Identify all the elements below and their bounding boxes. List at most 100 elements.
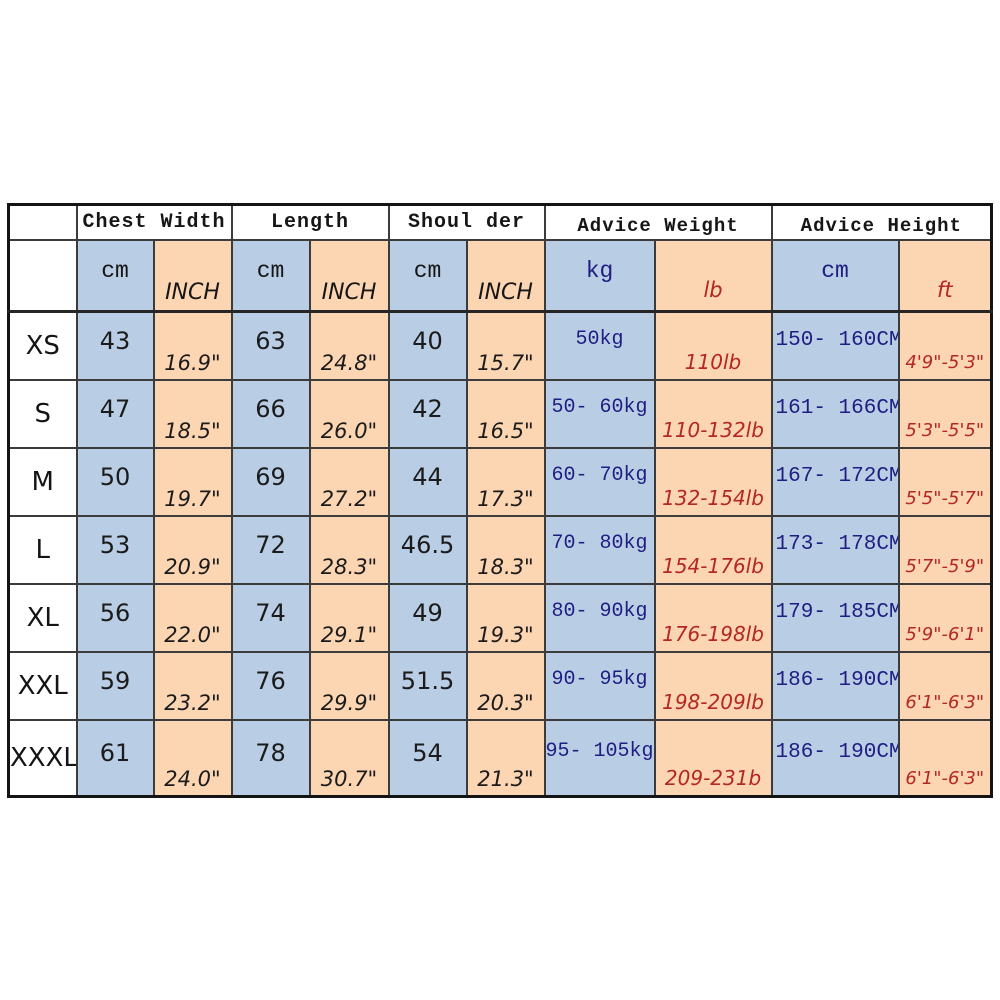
cell-m-length-cm: 69 <box>230 446 311 517</box>
cell-xxl-weight-kg: 90- 95kg <box>543 650 656 721</box>
unit-weight-lb: lb <box>653 238 773 313</box>
cell-xl-chest-inch: 22.0" <box>152 582 233 653</box>
cell-xl-shoulder-cm: 49 <box>387 582 468 653</box>
cell-l-shoulder-inch: 18.3" <box>465 514 546 585</box>
cell-xl-height-ft: 5'9"-6'1" <box>897 582 993 653</box>
table-row-xxxl: XXXL 61 24.0" 78 30.7" 54 21.3" 95- 105k… <box>7 718 993 798</box>
cell-l-shoulder-cm: 46.5 <box>387 514 468 585</box>
size-label-xl: XL <box>7 582 78 653</box>
table-row-s: S 47 18.5" 66 26.0" 42 16.5" 50- 60kg 11… <box>7 378 993 449</box>
cell-xxxl-weight-kg: 95- 105kg <box>543 718 656 798</box>
cell-m-height-cm: 167- 172CM <box>770 446 900 517</box>
cell-xxl-length-cm: 76 <box>230 650 311 721</box>
cell-xxl-shoulder-inch: 20.3" <box>465 650 546 721</box>
cell-s-weight-lb: 110-132lb <box>653 378 773 449</box>
cell-xxxl-chest-cm: 61 <box>75 718 155 798</box>
cell-xxxl-length-inch: 30.7" <box>308 718 390 798</box>
cell-xxxl-chest-inch: 24.0" <box>152 718 233 798</box>
cell-xs-chest-inch: 16.9" <box>152 310 233 381</box>
cell-xs-shoulder-inch: 15.7" <box>465 310 546 381</box>
cell-m-shoulder-inch: 17.3" <box>465 446 546 517</box>
unit-chest-cm: cm <box>75 238 155 313</box>
cell-xs-height-cm: 150- 160CM <box>770 310 900 381</box>
cell-xs-chest-cm: 43 <box>75 310 155 381</box>
corner-cell <box>7 203 78 241</box>
cell-xs-weight-lb: 110lb <box>653 310 773 381</box>
cell-xxxl-shoulder-cm: 54 <box>387 718 468 798</box>
table-row-xl: XL 56 22.0" 74 29.1" 49 19.3" 80- 90kg 1… <box>7 582 993 653</box>
cell-xxl-chest-inch: 23.2" <box>152 650 233 721</box>
cell-m-shoulder-cm: 44 <box>387 446 468 517</box>
cell-xl-length-cm: 74 <box>230 582 311 653</box>
cell-s-chest-cm: 47 <box>75 378 155 449</box>
cell-xxl-shoulder-cm: 51.5 <box>387 650 468 721</box>
cell-m-chest-cm: 50 <box>75 446 155 517</box>
unit-length-cm: cm <box>230 238 311 313</box>
cell-s-shoulder-inch: 16.5" <box>465 378 546 449</box>
cell-l-length-cm: 72 <box>230 514 311 585</box>
cell-s-height-ft: 5'3"-5'5" <box>897 378 993 449</box>
cell-xl-height-cm: 179- 185CM <box>770 582 900 653</box>
cell-xl-length-inch: 29.1" <box>308 582 390 653</box>
corner-cell-2 <box>7 238 78 313</box>
size-chart-table: Chest Width Length Shoul der Advice Weig… <box>7 203 994 798</box>
cell-xxl-weight-lb: 198-209lb <box>653 650 773 721</box>
cell-l-weight-lb: 154-176lb <box>653 514 773 585</box>
cell-s-length-inch: 26.0" <box>308 378 390 449</box>
unit-height-cm: cm <box>770 238 900 313</box>
cell-l-weight-kg: 70- 80kg <box>543 514 656 585</box>
cell-l-length-inch: 28.3" <box>308 514 390 585</box>
size-label-xxl: XXL <box>7 650 78 721</box>
cell-m-weight-kg: 60- 70kg <box>543 446 656 517</box>
cell-m-height-ft: 5'5"-5'7" <box>897 446 993 517</box>
cell-m-weight-lb: 132-154lb <box>653 446 773 517</box>
unit-shoulder-cm: cm <box>387 238 468 313</box>
header-chest-width: Chest Width <box>75 203 233 241</box>
cell-l-chest-inch: 20.9" <box>152 514 233 585</box>
cell-xxl-length-inch: 29.9" <box>308 650 390 721</box>
unit-length-inch: INCH <box>308 238 390 313</box>
cell-xxl-height-ft: 6'1"-6'3" <box>897 650 993 721</box>
cell-m-chest-inch: 19.7" <box>152 446 233 517</box>
cell-l-height-cm: 173- 178CM <box>770 514 900 585</box>
size-label-xxxl: XXXL <box>7 718 78 798</box>
table-row-l: L 53 20.9" 72 28.3" 46.5 18.3" 70- 80kg … <box>7 514 993 585</box>
header-advice-height: Advice Height <box>770 203 993 241</box>
size-label-m: M <box>7 446 78 517</box>
table-row-xxl: XXL 59 23.2" 76 29.9" 51.5 20.3" 90- 95k… <box>7 650 993 721</box>
unit-shoulder-inch: INCH <box>465 238 546 313</box>
header-length: Length <box>230 203 390 241</box>
cell-xl-chest-cm: 56 <box>75 582 155 653</box>
header-advice-weight: Advice Weight <box>543 203 773 241</box>
cell-xs-height-ft: 4'9"-5'3" <box>897 310 993 381</box>
cell-m-length-inch: 27.2" <box>308 446 390 517</box>
cell-s-height-cm: 161- 166CM <box>770 378 900 449</box>
cell-xs-weight-kg: 50kg <box>543 310 656 381</box>
header-shoulder: Shoul der <box>387 203 546 241</box>
cell-xxxl-height-ft: 6'1"-6'3" <box>897 718 993 798</box>
cell-xxxl-length-cm: 78 <box>230 718 311 798</box>
cell-l-chest-cm: 53 <box>75 514 155 585</box>
cell-s-chest-inch: 18.5" <box>152 378 233 449</box>
cell-xxl-chest-cm: 59 <box>75 650 155 721</box>
cell-xl-shoulder-inch: 19.3" <box>465 582 546 653</box>
cell-xxxl-height-cm: 186- 190CM <box>770 718 900 798</box>
cell-xl-weight-lb: 176-198lb <box>653 582 773 653</box>
unit-weight-kg: kg <box>543 238 656 313</box>
cell-xs-length-inch: 24.8" <box>308 310 390 381</box>
cell-xxl-height-cm: 186- 190CM <box>770 650 900 721</box>
size-label-l: L <box>7 514 78 585</box>
cell-xxxl-shoulder-inch: 21.3" <box>465 718 546 798</box>
table-row-xs: XS 43 16.9" 63 24.8" 40 15.7" 50kg 110lb… <box>7 310 993 381</box>
cell-xl-weight-kg: 80- 90kg <box>543 582 656 653</box>
cell-s-length-cm: 66 <box>230 378 311 449</box>
size-label-s: S <box>7 378 78 449</box>
table-row-m: M 50 19.7" 69 27.2" 44 17.3" 60- 70kg 13… <box>7 446 993 517</box>
unit-height-ft: ft <box>897 238 993 313</box>
cell-s-weight-kg: 50- 60kg <box>543 378 656 449</box>
cell-l-height-ft: 5'7"-5'9" <box>897 514 993 585</box>
unit-chest-inch: INCH <box>152 238 233 313</box>
cell-s-shoulder-cm: 42 <box>387 378 468 449</box>
cell-xs-shoulder-cm: 40 <box>387 310 468 381</box>
size-label-xs: XS <box>7 310 78 381</box>
